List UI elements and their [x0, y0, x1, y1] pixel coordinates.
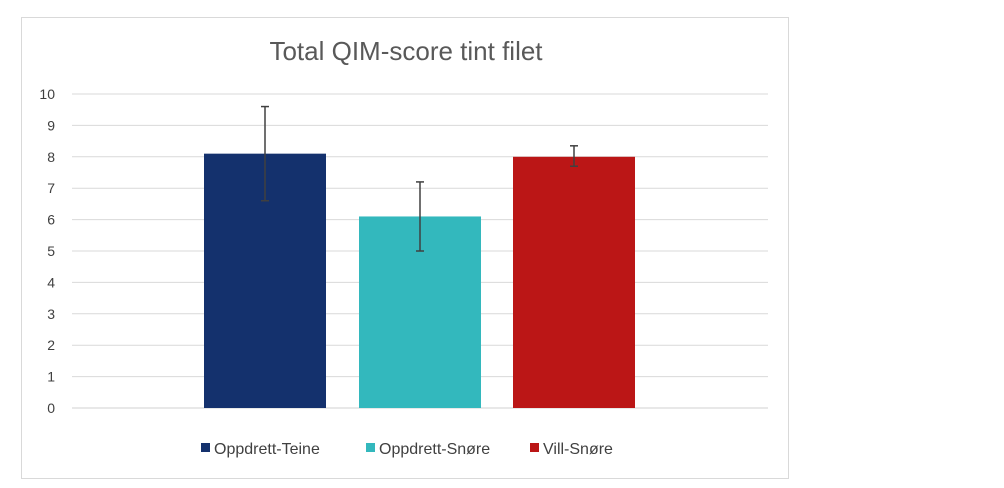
legend-label: Oppdrett-Snøre	[379, 441, 490, 458]
y-tick-label: 5	[47, 243, 55, 259]
legend: Oppdrett-Teine Oppdrett-Snøre Vill-Snøre	[201, 441, 613, 458]
legend-label: Vill-Snøre	[543, 441, 613, 458]
y-tick-label: 1	[47, 369, 55, 385]
y-axis: 0 1 2 3 4 5 6 7 8 9 10	[39, 86, 55, 416]
y-tick-label: 9	[47, 117, 55, 133]
y-tick-label: 8	[47, 149, 55, 165]
gridlines	[72, 93, 768, 409]
legend-swatch	[201, 443, 210, 452]
legend-swatch	[366, 443, 375, 452]
y-tick-label: 2	[47, 337, 55, 353]
y-tick-label: 0	[47, 400, 55, 416]
bar	[513, 156, 635, 408]
y-tick-label: 3	[47, 306, 55, 322]
y-tick-label: 10	[39, 86, 55, 102]
y-tick-label: 4	[47, 274, 55, 290]
chart-title: Total QIM-score tint filet	[269, 36, 543, 66]
legend-swatch	[530, 443, 539, 452]
legend-label: Oppdrett-Teine	[214, 441, 320, 458]
error-bars	[261, 105, 578, 252]
y-tick-label: 6	[47, 212, 55, 228]
y-tick-label: 7	[47, 180, 55, 196]
